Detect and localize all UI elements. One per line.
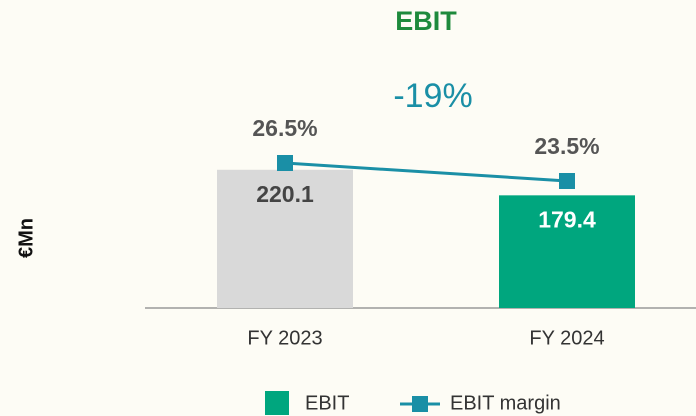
x-tick-label: FY 2024 — [529, 327, 604, 349]
legend-swatch — [265, 391, 289, 415]
legend-swatch — [412, 396, 428, 412]
data-label: 179.4 — [538, 206, 596, 232]
legend-label: EBIT margin — [450, 392, 561, 414]
x-tick-label: FY 2023 — [247, 327, 322, 349]
data-label: 220.1 — [256, 181, 314, 207]
bar — [217, 169, 353, 308]
line-marker — [559, 173, 575, 189]
annotation: -19% — [393, 77, 472, 115]
chart-title: EBIT — [395, 6, 457, 36]
bar — [499, 195, 635, 308]
y-axis-label: €Mn — [15, 218, 37, 258]
legend-label: EBIT — [305, 392, 349, 414]
line-marker — [277, 155, 293, 171]
data-label: 26.5% — [252, 115, 317, 141]
data-label: 23.5% — [534, 133, 599, 159]
line — [284, 161, 568, 183]
